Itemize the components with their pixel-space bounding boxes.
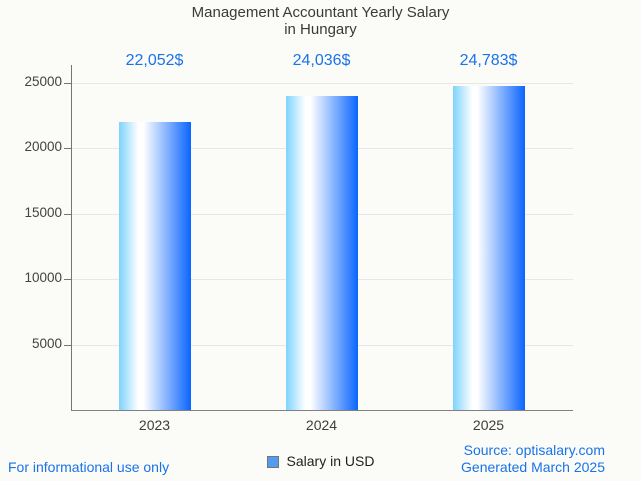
bar[interactable] — [452, 85, 525, 410]
legend-marker-icon — [266, 455, 279, 468]
y-tick-label: 5000 — [31, 335, 62, 351]
legend: Salary in USD — [0, 453, 641, 469]
y-tick-label: 25000 — [24, 74, 62, 89]
chart-title-line2: in Hungary — [284, 21, 357, 38]
y-tick-mark — [64, 148, 71, 150]
bar-value-label: 22,052$ — [125, 52, 184, 69]
source-text: Source: optisalary.com — [463, 442, 605, 458]
x-tick-label: 2024 — [305, 417, 338, 433]
chart-title: Management Accountant Yearly Salary in H… — [0, 4, 641, 38]
y-tick-mark — [64, 213, 71, 215]
disclaimer-text: For informational use only — [8, 459, 170, 475]
y-tick-label: 15000 — [24, 204, 62, 220]
chart-title-line1: Management Accountant Yearly Salary — [191, 4, 450, 21]
x-tick-label: 2023 — [138, 417, 171, 433]
y-tick-mark — [64, 344, 71, 346]
bar[interactable] — [285, 95, 358, 410]
bar-value-label: 24,036$ — [292, 52, 351, 69]
bar[interactable] — [118, 121, 191, 410]
legend-label: Salary in USD — [286, 453, 375, 469]
gridline — [72, 83, 573, 84]
y-tick-label: 20000 — [24, 139, 62, 155]
y-tick-mark — [64, 83, 71, 84]
bar-value-label: 24,783$ — [459, 52, 518, 69]
x-tick-label: 2025 — [472, 417, 505, 433]
source-block: Source: optisalary.com Generated March 2… — [461, 442, 605, 476]
y-tick-label: 10000 — [24, 270, 62, 286]
y-tick-mark — [64, 279, 71, 281]
generated-text: Generated March 2025 — [461, 459, 605, 475]
